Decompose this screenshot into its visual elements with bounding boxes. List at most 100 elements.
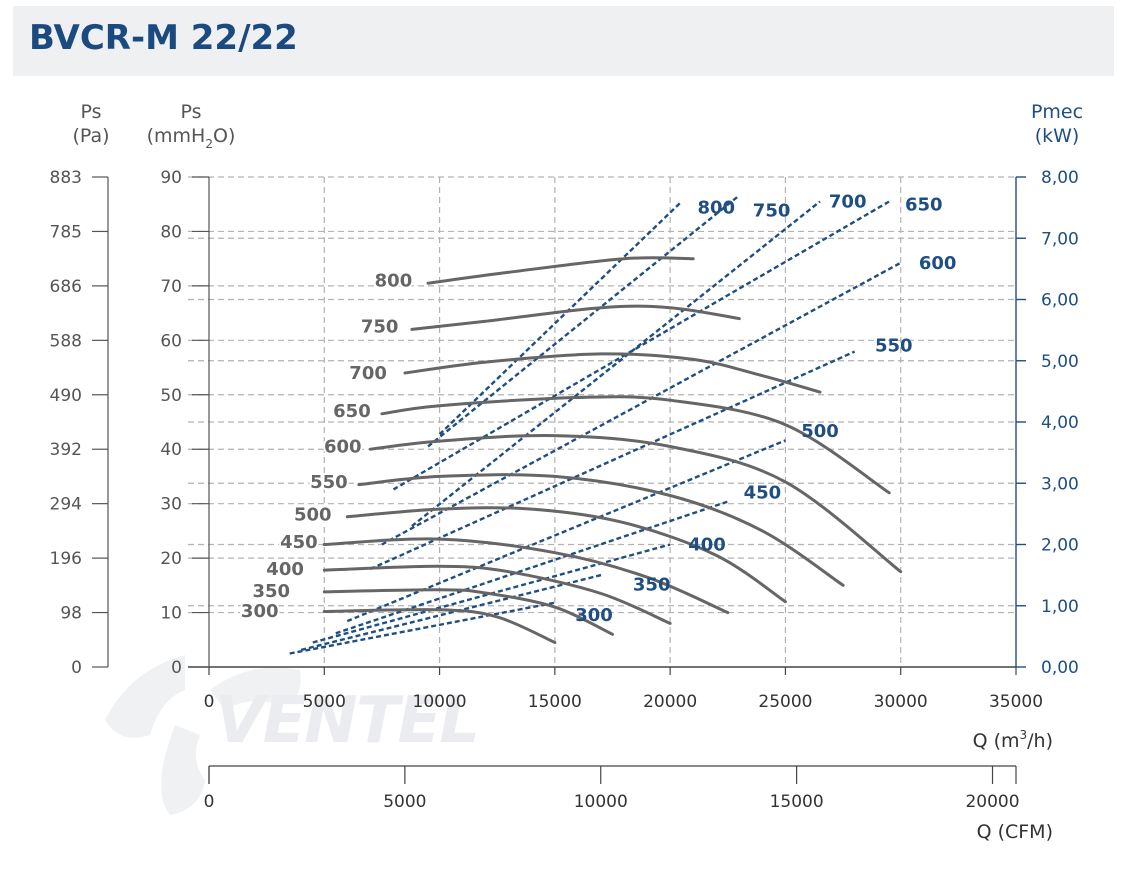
ps-mmh2o-tick-label: 10 <box>160 604 182 624</box>
ps-pa-tick-label: 686 <box>50 277 82 297</box>
ps-mmh2o-unit-sub: 2 <box>205 137 213 151</box>
pmec-tick-label: 6,00 <box>1041 291 1079 311</box>
pressure-curve-label-300: 300 <box>241 601 279 622</box>
pressure-curve-650 <box>380 395 891 495</box>
ps-mmh2o-tick-label: 80 <box>160 222 182 242</box>
q-m3h-tick-label: 20000 <box>643 692 697 712</box>
axes: 0981962943924905886867858830102030405060… <box>50 168 1079 812</box>
q-cfm-tick-label: 0 <box>204 792 215 812</box>
pressure-curve-label-350: 350 <box>252 581 290 602</box>
pmec-tick-label: 4,00 <box>1041 413 1079 433</box>
pressure-curve-600 <box>368 433 903 574</box>
pressure-curves <box>322 256 903 644</box>
ps-pa-tick-label: 294 <box>50 495 82 515</box>
power-curve-750 <box>427 194 741 448</box>
power-curve-label-600: 600 <box>919 253 957 274</box>
power-curve-label-450: 450 <box>744 482 782 503</box>
power-curve-label-350: 350 <box>633 574 671 595</box>
pmec-tick-label: 3,00 <box>1041 474 1079 494</box>
ps-mmh2o-tick-label: 30 <box>160 495 182 515</box>
ps-pa-axis-title: Ps <box>80 101 101 123</box>
pmec-axis-unit: (kW) <box>1035 125 1080 147</box>
q-m3h-tick-label: 35000 <box>989 692 1043 712</box>
q-m3h-tick-label: 25000 <box>758 692 812 712</box>
ps-pa-tick-label: 588 <box>50 331 82 351</box>
pressure-curve-450 <box>322 537 730 615</box>
power-curve-label-700: 700 <box>829 192 867 213</box>
ps-pa-tick-label: 883 <box>50 168 82 188</box>
power-curves <box>289 194 902 655</box>
pressure-curve-550 <box>357 473 845 587</box>
q-m3h-tick-label: 5000 <box>303 692 346 712</box>
ps-pa-tick-label: 785 <box>50 222 82 242</box>
pressure-curve-label-400: 400 <box>266 559 304 580</box>
pressure-curve-500 <box>345 506 787 604</box>
q-m3h-label-suffix: /h) <box>1027 730 1053 752</box>
ventel-watermark: VENTEL <box>105 655 480 815</box>
ps-pa-tick-label: 196 <box>50 549 82 569</box>
pmec-axis-title: Pmec <box>1031 101 1083 123</box>
q-cfm-tick-label: 15000 <box>770 792 824 812</box>
ps-pa-axis-unit: (Pa) <box>72 125 109 147</box>
q-m3h-tick-label: 15000 <box>528 692 582 712</box>
ps-mmh2o-tick-label: 60 <box>160 331 182 351</box>
ps-mmh2o-unit-suffix: O) <box>213 125 235 147</box>
pressure-curve-label-550: 550 <box>310 472 348 493</box>
pmec-tick-label: 5,00 <box>1041 352 1079 372</box>
ps-mmh2o-tick-label: 20 <box>160 549 182 569</box>
title-bar: BVCR-M 22/22 <box>13 6 1114 76</box>
q-cfm-axis-title: Q (CFM) <box>977 821 1053 843</box>
pressure-curve-350 <box>322 588 614 636</box>
ps-mmh2o-axis-unit: (mmH2O) <box>147 125 236 151</box>
pmec-tick-label: 2,00 <box>1041 536 1079 556</box>
chart-title: BVCR-M 22/22 <box>29 18 298 58</box>
ps-mmh2o-tick-label: 40 <box>160 440 182 460</box>
pmec-tick-label: 1,00 <box>1041 597 1079 617</box>
power-curve-label-650: 650 <box>905 195 943 216</box>
q-m3h-axis-title: Q (m3/h) <box>973 728 1053 752</box>
ps-pa-tick-label: 0 <box>71 658 82 678</box>
pressure-curve-label-800: 800 <box>375 270 413 291</box>
pressure-curve-700 <box>403 352 822 394</box>
ps-mmh2o-tick-label: 90 <box>160 168 182 188</box>
q-m3h-label-sup: 3 <box>1020 728 1028 742</box>
curve-labels: 3003504004505005506006507007508003003504… <box>239 192 957 626</box>
pressure-curve-400 <box>322 564 672 625</box>
ps-pa-tick-label: 392 <box>50 440 82 460</box>
pressure-curve-800 <box>426 256 695 285</box>
q-m3h-label-prefix: Q (m <box>973 730 1020 752</box>
watermark-text: VENTEL <box>215 684 478 758</box>
power-curve-350 <box>300 573 602 652</box>
q-cfm-tick-label: 20000 <box>965 792 1019 812</box>
power-curve-label-800: 800 <box>697 198 735 219</box>
pmec-tick-label: 8,00 <box>1041 168 1079 188</box>
power-curve-label-300: 300 <box>575 605 613 626</box>
q-m3h-tick-label: 30000 <box>874 692 928 712</box>
q-m3h-tick-label: 0 <box>204 692 215 712</box>
ps-mmh2o-tick-label: 50 <box>160 386 182 406</box>
pressure-curve-300 <box>322 608 557 644</box>
q-cfm-tick-label: 10000 <box>574 792 628 812</box>
power-curve-550 <box>369 350 856 571</box>
pmec-tick-label: 7,00 <box>1041 229 1079 249</box>
power-curve-600 <box>381 261 902 546</box>
pmec-tick-label: 0,00 <box>1041 658 1079 678</box>
pressure-curve-label-450: 450 <box>280 532 318 553</box>
pressure-curve-750 <box>410 304 741 331</box>
ps-pa-tick-label: 490 <box>50 386 82 406</box>
power-curve-label-400: 400 <box>688 535 726 556</box>
ps-mmh2o-tick-label: 70 <box>160 277 182 297</box>
pressure-curve-label-650: 650 <box>333 401 371 422</box>
power-curve-700 <box>411 200 821 528</box>
power-curve-800 <box>438 200 683 436</box>
power-curve-label-550: 550 <box>875 335 913 356</box>
power-curve-label-500: 500 <box>801 421 839 442</box>
q-m3h-tick-label: 10000 <box>413 692 467 712</box>
power-curve-500 <box>346 439 786 623</box>
pressure-curve-label-500: 500 <box>294 505 332 526</box>
ps-mmh2o-tick-label: 0 <box>171 658 182 678</box>
pressure-curve-label-700: 700 <box>349 363 387 384</box>
power-curve-label-750: 750 <box>753 201 791 222</box>
ps-mmh2o-axis-title: Ps <box>180 101 201 123</box>
